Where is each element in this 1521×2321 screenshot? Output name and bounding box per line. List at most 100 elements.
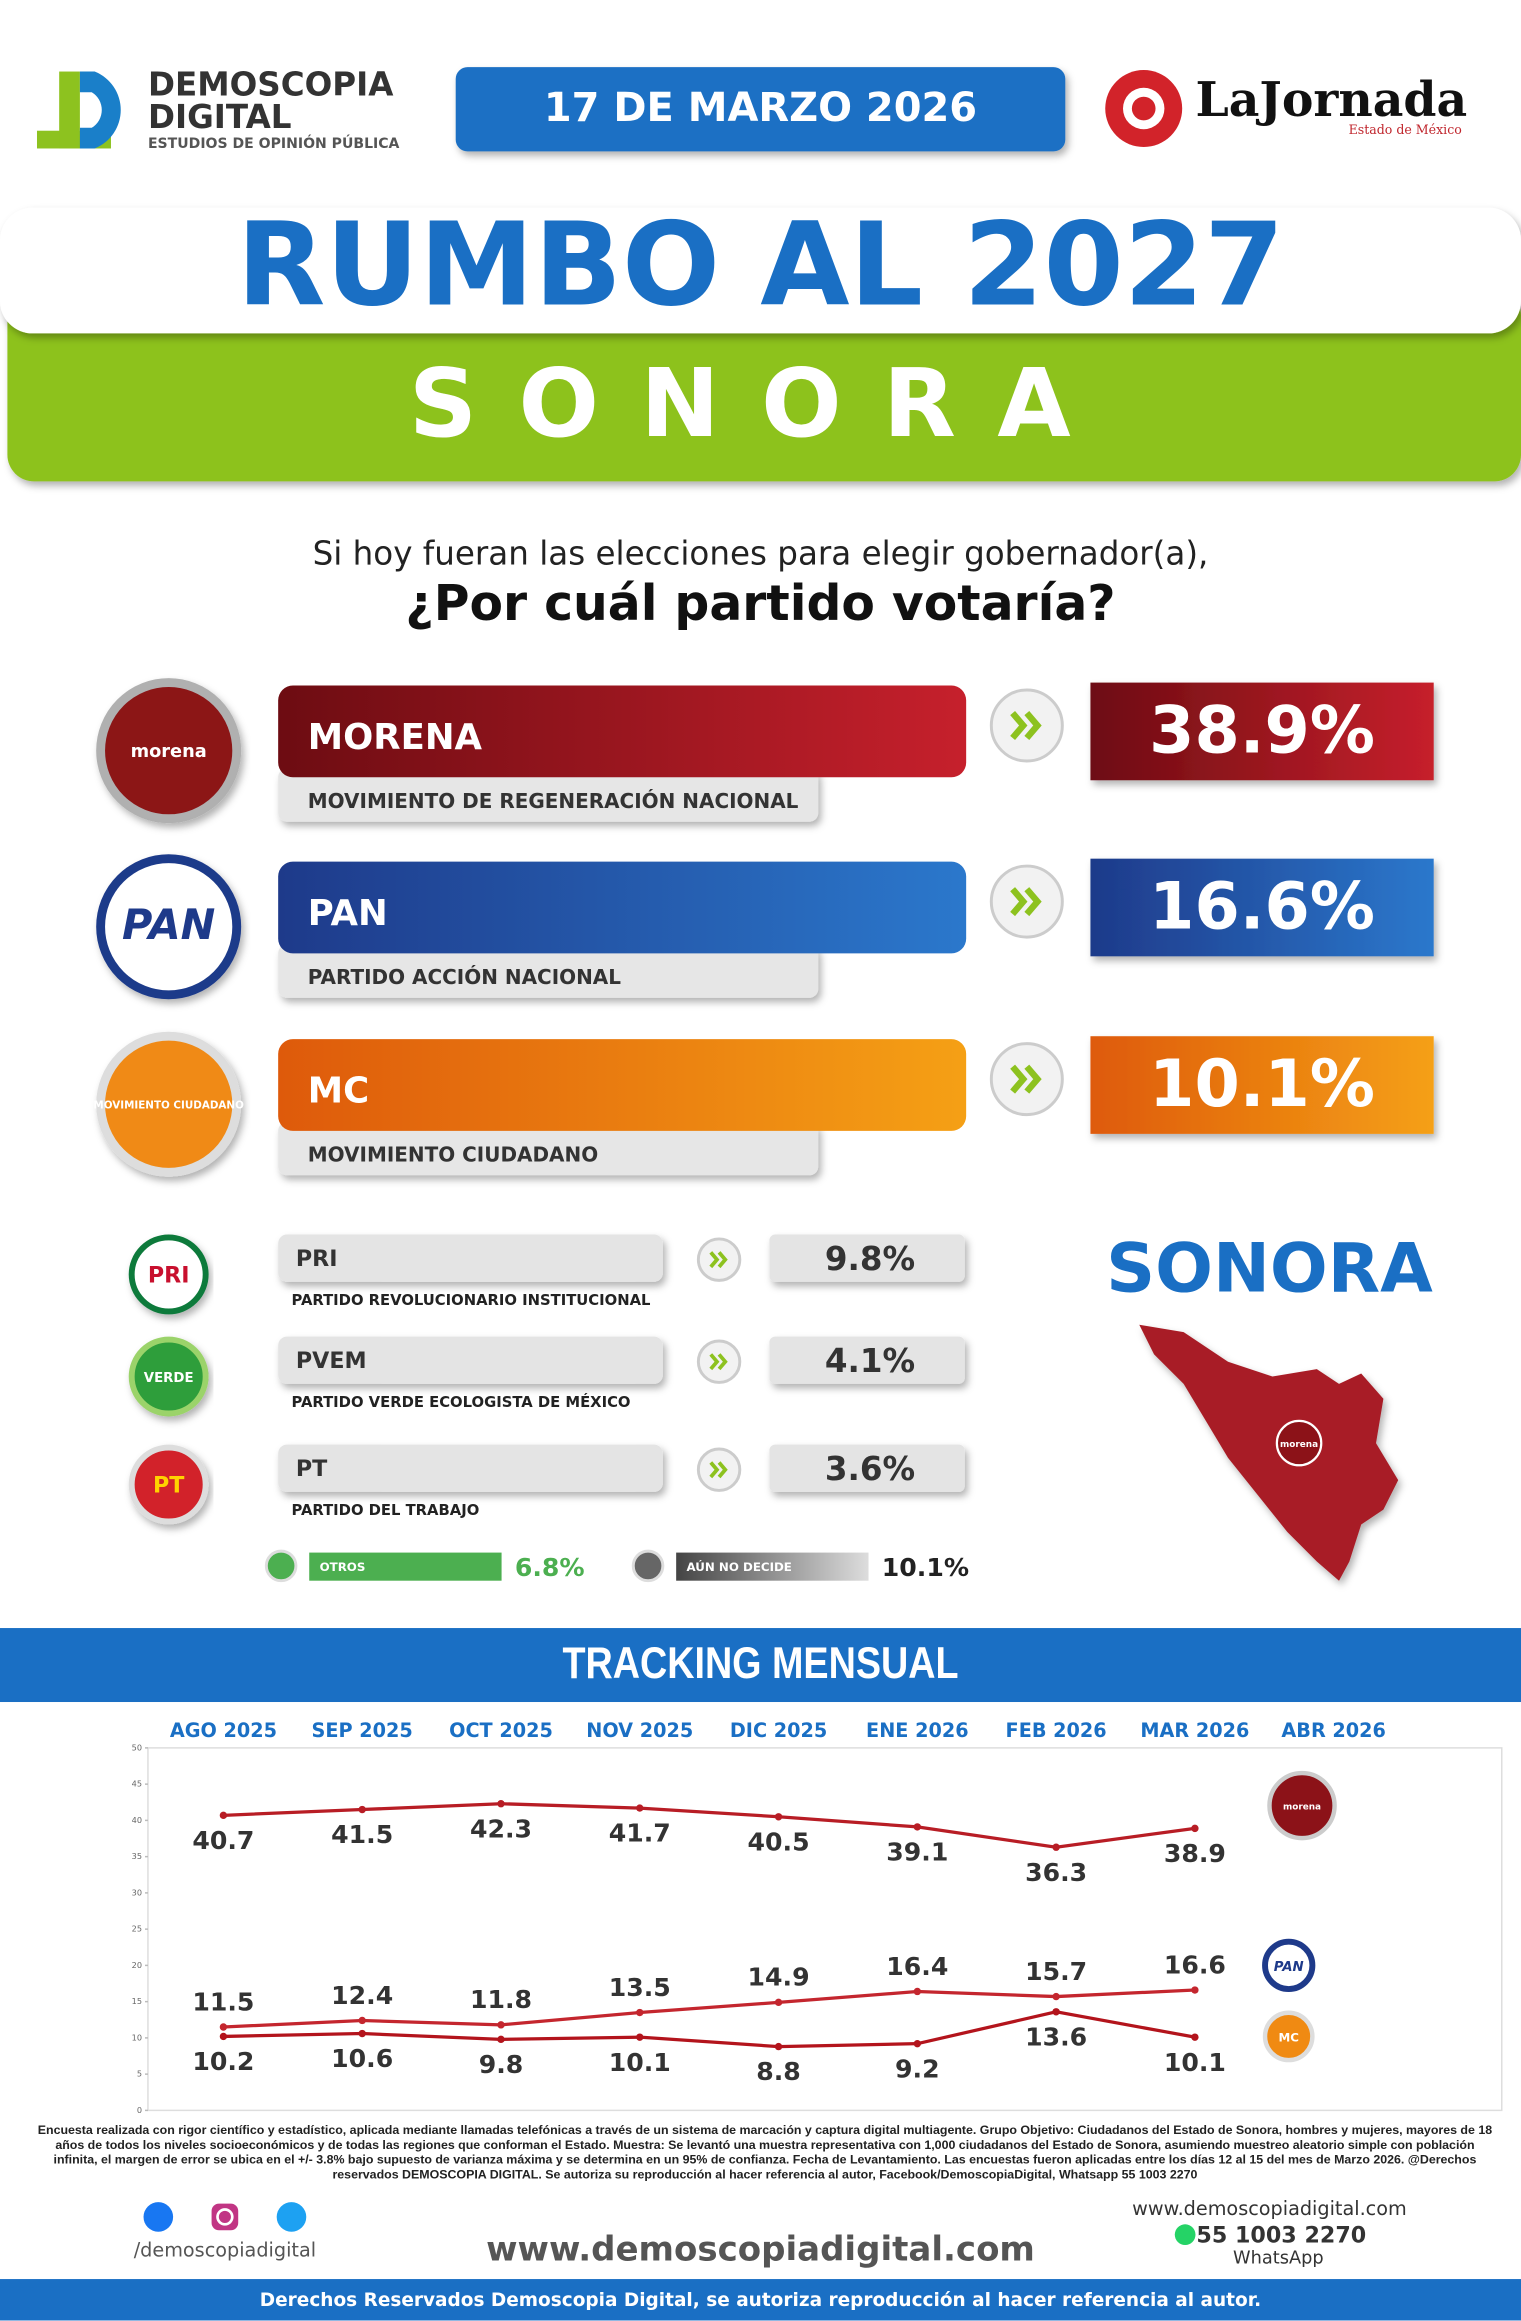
data-label: 40.7 (192, 1826, 254, 1855)
main-title: RUMBO AL 2027 (237, 198, 1285, 332)
x-tick-label: MAR 2026 (1140, 1719, 1249, 1742)
tracking-band (0, 1628, 1521, 1703)
title-band (0, 207, 1521, 334)
y-tick-label: 30 (132, 1887, 142, 1897)
question-emphasis: ¿Por cuál partido votaría? (405, 575, 1115, 632)
party-result: 38.9% (1149, 693, 1375, 768)
point (219, 2023, 228, 2031)
party-subbar (278, 1122, 819, 1176)
point (219, 2032, 228, 2041)
chart-title: TRACKING MENSUAL (562, 1638, 958, 1688)
party-logo-text: morena (131, 742, 207, 762)
point (913, 1823, 922, 1831)
others-result: 10.1% (882, 1553, 969, 1582)
party-name: PARTIDO DEL TRABAJO (291, 1502, 479, 1519)
x-tick-label: ENE 2026 (866, 1719, 969, 1742)
party-result: 3.6% (825, 1450, 915, 1488)
x-tick-label: OCT 2025 (449, 1719, 553, 1742)
x-tick-label: FEB 2026 (1006, 1719, 1107, 1742)
point (774, 1998, 783, 2007)
website-small: www.demoscopiadigital.com (1132, 2197, 1407, 2220)
arrow-icon (1010, 710, 1042, 741)
others-label: OTROS (320, 1560, 366, 1574)
party-logo (128, 1234, 209, 1315)
data-label: 41.7 (609, 1819, 671, 1848)
point (1191, 2033, 1199, 2041)
point (358, 2029, 366, 2038)
party-bar (278, 1336, 663, 1384)
point (358, 2016, 366, 2025)
map-winner: morena (1280, 1440, 1318, 1450)
party-abbr: MC (308, 1070, 369, 1111)
brand-logo (36, 71, 121, 149)
series-line (223, 2010, 1196, 2049)
series-line (223, 1988, 1195, 2029)
party-logo-text: VERDE (144, 1371, 194, 1386)
party-bar (278, 861, 967, 954)
website: www.demoscopiadigital.com (486, 2229, 1035, 2269)
others-label: AÚN NO DECIDE (687, 1559, 792, 1574)
party-abbr: PT (296, 1456, 328, 1482)
map-winner-badge (1275, 1419, 1323, 1467)
data-label: 11.5 (192, 1987, 254, 2016)
arrow-icon (1010, 887, 1042, 917)
point (1191, 1986, 1199, 1994)
phone-label: WhatsApp (1233, 2248, 1324, 2268)
party-logo-text: PT (153, 1473, 185, 1499)
party-name: MOVIMIENTO DE REGENERACIÓN NACIONAL (308, 789, 799, 813)
arrow-icon (709, 1461, 728, 1479)
point (1052, 1992, 1060, 2001)
arrow-icon (709, 1251, 728, 1269)
party-subbar (278, 768, 819, 822)
party-logo-text: PRI (148, 1262, 190, 1288)
party-name: PARTIDO REVOLUCIONARIO INSTITUCIONAL (291, 1292, 651, 1309)
brand-name: DIGITAL (148, 98, 292, 136)
partner-name: LaJornada (1195, 73, 1467, 128)
map-title: SONORA (1106, 1229, 1433, 1308)
point (497, 2035, 505, 2044)
party-subbar (278, 944, 819, 998)
arrow-icon (1010, 1064, 1042, 1094)
footer-band (0, 2279, 1521, 2321)
series-line (223, 1802, 1196, 1849)
state-title: SONORA (409, 349, 1112, 459)
partner-sub: Estado de México (1349, 122, 1462, 137)
data-label: 14.9 (748, 1963, 810, 1992)
legend-label: morena (1283, 1803, 1321, 1813)
x-tick-label: ABR 2026 (1281, 1719, 1386, 1742)
party-abbr: PAN (308, 893, 388, 934)
party-result: 9.8% (825, 1240, 915, 1278)
data-label: 36.3 (1025, 1858, 1087, 1887)
y-tick-label: 10 (132, 2032, 142, 2042)
party-logo-text: PAN (122, 901, 215, 949)
y-tick-label: 15 (132, 1996, 142, 2006)
party-abbr: PRI (296, 1246, 338, 1272)
party-bar (278, 1444, 663, 1492)
point (913, 2039, 922, 2048)
party-logo (96, 1031, 242, 1177)
party-logo-text: MOVIMIENTO CIUDADANO (93, 1100, 244, 1112)
date-box (455, 67, 1066, 152)
party-logo (128, 1444, 209, 1525)
x-tick-label: NOV 2025 (586, 1719, 693, 1742)
data-label: 40.5 (748, 1827, 810, 1856)
others-bar (309, 1552, 502, 1581)
point (913, 1987, 922, 1996)
rights: Derechos Reservados Demoscopia Digital, … (260, 2290, 1261, 2311)
state-map (1139, 1324, 1399, 1581)
point (358, 1805, 366, 1814)
arrow-icon (709, 1353, 728, 1371)
point (1191, 1824, 1199, 1833)
data-label: 10.1 (609, 2048, 671, 2077)
data-label: 16.6 (1164, 1950, 1226, 1979)
tracking-chart: 0 5 10 15 20 25 30 35 40 45 50 AGO 2025 SEP 2025 OCT … (132, 1719, 1386, 2115)
brand-tagline: ESTUDIOS DE OPINIÓN PÚBLICA (148, 134, 400, 152)
party-logo (96, 678, 242, 824)
party-abbr: MORENA (308, 717, 483, 758)
partner-logo (1105, 70, 1183, 147)
point (636, 2008, 644, 2017)
result-box (1090, 858, 1434, 957)
x-tick-label: DIC 2025 (730, 1719, 827, 1742)
